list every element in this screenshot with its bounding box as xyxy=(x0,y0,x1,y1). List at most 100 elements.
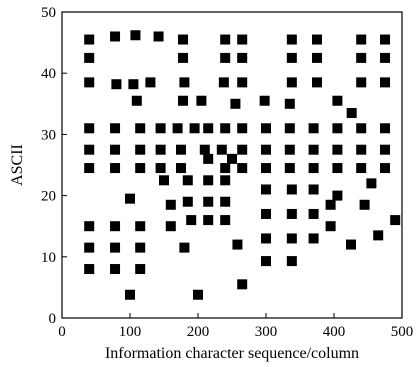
x-tick-label: 400 xyxy=(323,324,346,340)
x-tick-label: 0 xyxy=(58,324,66,340)
data-point xyxy=(380,52,390,63)
data-point xyxy=(135,242,146,253)
data-point xyxy=(84,123,95,134)
data-point xyxy=(286,77,297,88)
data-point xyxy=(155,163,166,174)
data-point xyxy=(380,144,390,155)
data-point xyxy=(284,98,295,109)
data-point xyxy=(131,95,142,106)
data-point xyxy=(145,77,156,88)
data-point xyxy=(135,264,146,275)
data-point xyxy=(84,242,95,253)
data-point xyxy=(220,196,231,207)
x-axis-title: Information character sequence/column xyxy=(105,345,359,362)
data-point xyxy=(135,221,146,232)
data-point xyxy=(284,144,295,155)
data-point xyxy=(179,77,190,88)
plot-frame xyxy=(61,11,403,319)
data-point xyxy=(178,52,189,63)
data-point xyxy=(110,31,121,42)
y-tick-label: 40 xyxy=(41,66,56,82)
data-point xyxy=(196,95,207,106)
data-point xyxy=(312,52,322,63)
data-point xyxy=(165,199,176,210)
data-point xyxy=(111,79,122,90)
data-point xyxy=(380,77,390,88)
data-point xyxy=(332,163,343,174)
data-point xyxy=(356,123,367,134)
data-point xyxy=(286,233,297,244)
data-point xyxy=(220,52,231,63)
data-point xyxy=(189,123,200,134)
y-tick-label: 0 xyxy=(49,311,57,327)
data-point xyxy=(203,153,214,164)
data-point xyxy=(220,215,231,226)
data-point xyxy=(110,242,121,253)
data-point xyxy=(308,208,319,219)
data-point xyxy=(308,144,319,155)
data-point xyxy=(159,175,169,186)
data-point xyxy=(308,184,319,195)
data-point xyxy=(182,175,193,186)
data-point xyxy=(186,215,197,226)
data-point xyxy=(135,144,146,155)
data-point xyxy=(366,178,377,189)
data-point xyxy=(356,52,367,63)
data-point xyxy=(220,163,231,174)
data-point xyxy=(308,233,319,244)
data-point xyxy=(286,34,297,45)
data-point xyxy=(308,123,319,134)
data-point xyxy=(332,123,343,134)
data-point xyxy=(203,215,214,226)
x-tick-label: 200 xyxy=(187,324,210,340)
data-point xyxy=(261,184,271,195)
data-point xyxy=(261,208,271,219)
data-point xyxy=(261,144,271,155)
data-point xyxy=(216,144,227,155)
data-point xyxy=(135,163,146,174)
data-point xyxy=(128,79,139,90)
data-point xyxy=(176,163,186,174)
y-tick-label: 10 xyxy=(41,250,56,266)
x-tick-label: 300 xyxy=(255,324,278,340)
data-points xyxy=(84,30,401,300)
data-point xyxy=(237,52,248,63)
data-point xyxy=(237,77,248,88)
data-point xyxy=(261,163,271,174)
data-point xyxy=(220,123,231,134)
data-point xyxy=(84,34,95,45)
data-point xyxy=(232,239,243,250)
data-point xyxy=(178,34,189,45)
data-point xyxy=(261,233,271,244)
axis-ticks xyxy=(61,11,403,319)
data-point xyxy=(84,144,95,155)
data-point xyxy=(176,144,186,155)
data-point xyxy=(220,175,231,186)
data-point xyxy=(218,77,229,88)
data-point xyxy=(203,123,214,134)
data-point xyxy=(110,221,121,232)
y-tick-label: 50 xyxy=(41,5,56,21)
data-point xyxy=(359,199,370,210)
data-point xyxy=(172,123,183,134)
data-point xyxy=(193,289,203,300)
data-point xyxy=(284,123,295,134)
data-point xyxy=(286,184,297,195)
data-point xyxy=(84,77,95,88)
data-point xyxy=(390,215,401,226)
data-point xyxy=(199,144,210,155)
data-point xyxy=(332,95,343,106)
data-point xyxy=(165,221,176,232)
data-point xyxy=(84,264,95,275)
data-point xyxy=(284,163,295,174)
data-point xyxy=(261,123,271,134)
data-point xyxy=(125,193,135,204)
data-point xyxy=(179,242,190,253)
data-point xyxy=(346,239,356,250)
data-point xyxy=(312,34,322,45)
data-point xyxy=(230,98,241,109)
data-point xyxy=(153,31,164,42)
data-point xyxy=(182,196,193,207)
data-point xyxy=(380,34,390,45)
data-point xyxy=(312,77,322,88)
